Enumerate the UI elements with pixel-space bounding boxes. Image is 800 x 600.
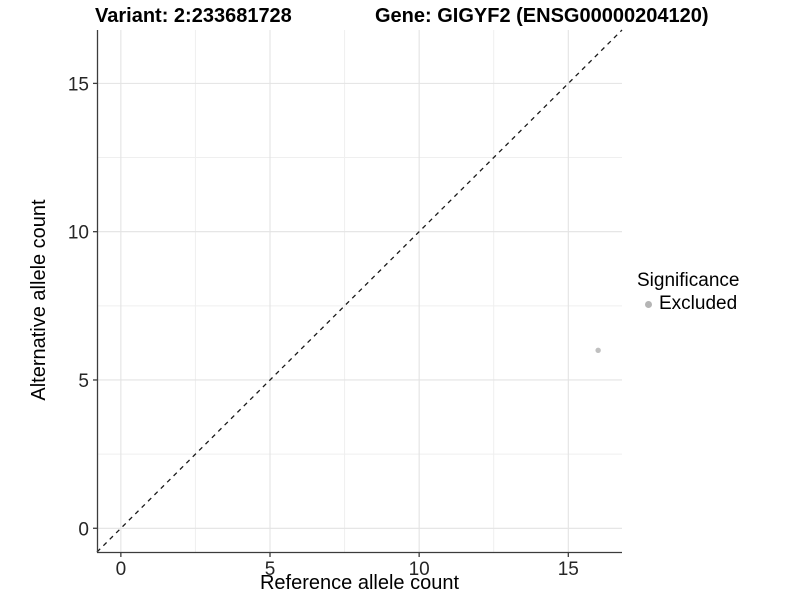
axis-ticks (93, 82, 569, 557)
svg-text:0: 0 (78, 519, 89, 540)
legend-item-label: Excluded (659, 293, 738, 314)
legend-title: Significance (637, 270, 740, 291)
plot-title-gene: Gene: GIGYF2 (ENSG00000204120) (375, 5, 709, 27)
x-tick-labels: 0 5 10 15 (116, 559, 579, 580)
y-tick-labels: 0 5 10 15 (68, 74, 89, 540)
plot-title-variant: Variant: 2:233681728 (95, 5, 292, 27)
legend-key (637, 300, 659, 308)
svg-text:10: 10 (409, 559, 430, 580)
legend: Significance Excluded (637, 270, 739, 315)
excluded-dot-icon (644, 300, 652, 308)
grid-minor (97, 30, 622, 552)
data-points (595, 347, 601, 354)
grid-major (97, 30, 622, 552)
identity-line (96, 29, 623, 553)
svg-text:0: 0 (116, 559, 127, 580)
legend-item-excluded: Excluded (637, 293, 739, 315)
svg-text:15: 15 (68, 74, 89, 95)
axis-lines (96, 30, 622, 554)
x-axis-title: Reference allele count (259, 572, 459, 594)
svg-text:5: 5 (265, 559, 276, 580)
svg-text:5: 5 (78, 371, 89, 392)
svg-text:10: 10 (68, 223, 89, 244)
svg-text:15: 15 (558, 559, 579, 580)
